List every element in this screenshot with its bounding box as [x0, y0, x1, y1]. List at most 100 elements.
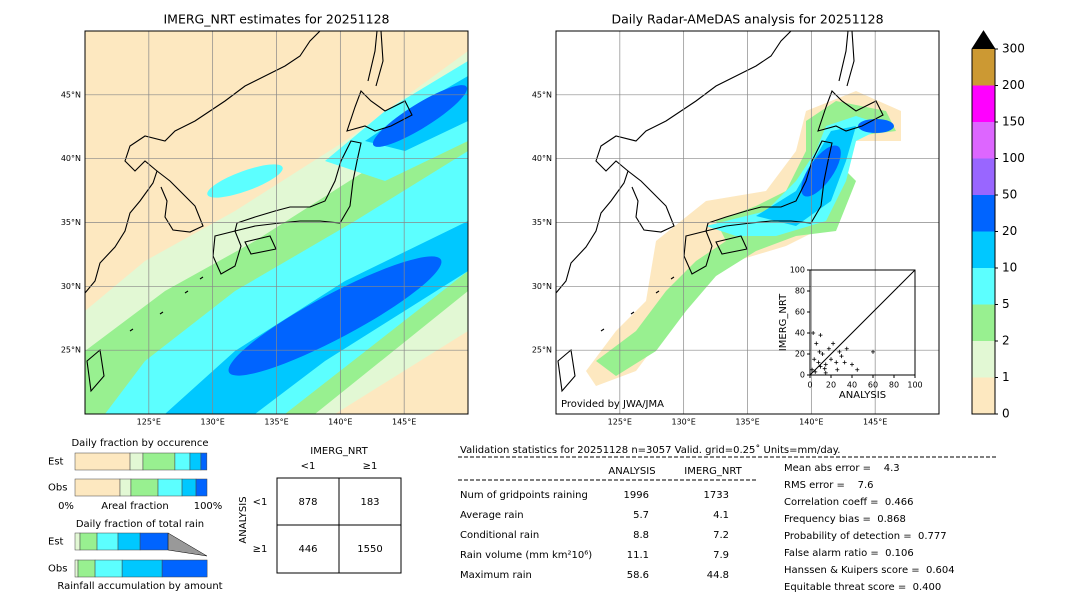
panel-footer: Rainfall accumulation by amount: [57, 581, 222, 592]
fraction-segment: [74, 452, 131, 471]
fraction-segment: [139, 532, 169, 551]
fraction-segment: [121, 559, 163, 578]
fraction-segment: [189, 452, 202, 471]
colorbar-frame: [971, 30, 996, 415]
scatter-point: [818, 333, 823, 338]
scatter-point: [855, 367, 860, 372]
scatter-point: [822, 366, 827, 371]
scatter-point: [823, 370, 828, 375]
scatter-point: [834, 360, 839, 365]
stat-label: Rain volume (mm km²10⁶): [460, 550, 592, 561]
lon-tick-label: 125°E: [608, 418, 632, 427]
colorbar-bin: [972, 122, 995, 159]
x-axis-label: ANALYSIS: [839, 390, 886, 401]
col-header: ANALYSIS: [608, 466, 655, 477]
scatter-point: [816, 360, 821, 365]
fraction-segment: [94, 559, 123, 578]
y-tick-label: 100: [790, 266, 805, 275]
fraction-segment: [195, 478, 208, 497]
lon-tick-label: 140°E: [328, 418, 352, 427]
col-header: IMERG_NRT: [684, 466, 742, 477]
axis-label: 0%: [58, 501, 74, 512]
fraction-segment: [119, 478, 132, 497]
fraction-segment: [74, 478, 121, 497]
lon-tick-label: 145°E: [392, 418, 416, 427]
table-cell: 878: [298, 497, 317, 508]
row-label: <1: [253, 497, 268, 508]
colorbar-label: 0: [1002, 407, 1010, 421]
score: Correlation coeff = 0.466: [784, 497, 914, 508]
colorbar-bin: [972, 158, 995, 195]
panel-title: Daily fraction by occurence: [71, 438, 208, 449]
row-label: Est: [48, 537, 64, 548]
table-title: IMERG_NRT: [310, 446, 368, 457]
colorbar-label: 20: [1002, 224, 1017, 238]
x-tick-label: 60: [868, 381, 878, 390]
scatter-point: [817, 349, 822, 354]
stat-value: 8.8: [633, 530, 649, 541]
stat-value: 7.2: [713, 530, 729, 541]
x-tick-label: 100: [907, 381, 922, 390]
fraction-segment: [129, 452, 144, 471]
scatter-point: [837, 349, 842, 354]
table-cell: 1550: [357, 544, 382, 555]
y-tick-label: 20: [795, 350, 805, 359]
scatter-point: [829, 357, 833, 362]
fraction-segment: [117, 532, 141, 551]
total-extent: [167, 532, 208, 557]
score: RMS error = 7.6: [784, 480, 874, 491]
scatter-point: [823, 362, 828, 367]
map-frame: [555, 30, 940, 415]
scatter-point: [850, 362, 854, 367]
colorbar-bin: [972, 195, 995, 232]
score: Equitable threat score = 0.400: [784, 582, 941, 593]
credit: Provided by JWA/JMA: [561, 399, 664, 410]
scatter-point: [826, 346, 831, 351]
fraction-segment: [74, 532, 81, 551]
col-label: ≥1: [363, 461, 378, 472]
x-tick-label: 20: [826, 381, 836, 390]
stat-value: 11.1: [627, 550, 649, 561]
scatter-point: [811, 331, 816, 335]
colorbar-label: 100: [1002, 151, 1025, 165]
fraction-segment: [157, 478, 183, 497]
y-tick-label: 0: [800, 371, 805, 380]
colorbar-label: 10: [1002, 261, 1017, 275]
lat-tick-label: 40°N: [532, 154, 552, 163]
colorbar-label: 50: [1002, 188, 1017, 202]
stat-value: 44.8: [707, 570, 729, 581]
scatter-point: [842, 360, 847, 365]
colorbar-bin: [972, 49, 995, 86]
stat-label: Maximum rain: [460, 570, 532, 581]
fraction-segment: [181, 478, 197, 497]
fraction-segment: [77, 559, 96, 578]
fraction-segment: [174, 452, 191, 471]
stat-value: 5.7: [633, 510, 649, 521]
fraction-segment: [142, 452, 176, 471]
score: Probability of detection = 0.777: [784, 531, 947, 542]
y-tick-label: 60: [795, 308, 805, 317]
stat-label: Average rain: [460, 510, 524, 521]
colorbar-label: 5: [1002, 297, 1010, 311]
lat-tick-label: 45°N: [532, 90, 552, 99]
colorbar-bin: [972, 341, 995, 378]
map-frame: [84, 30, 469, 415]
stat-value: 1733: [704, 490, 729, 501]
colorbar-label: 150: [1002, 115, 1025, 129]
scatter-point: [871, 349, 875, 354]
axis-label: 100%: [194, 501, 223, 512]
colorbar-extend: [972, 31, 995, 49]
colorbar-bin: [972, 268, 995, 305]
table-cell: 183: [360, 497, 379, 508]
table-cell: 446: [298, 544, 317, 555]
lon-tick-label: 130°E: [672, 418, 696, 427]
fraction-segment: [200, 452, 208, 471]
scatter-point: [818, 364, 823, 369]
fraction-segment: [79, 532, 98, 551]
panel-title: Daily fraction of total rain: [76, 519, 204, 530]
lat-tick-label: 40°N: [61, 154, 81, 163]
stat-value: 7.9: [713, 550, 729, 561]
map-title: IMERG_NRT estimates for 20251128: [163, 12, 389, 27]
scatter-frame: [809, 269, 916, 376]
